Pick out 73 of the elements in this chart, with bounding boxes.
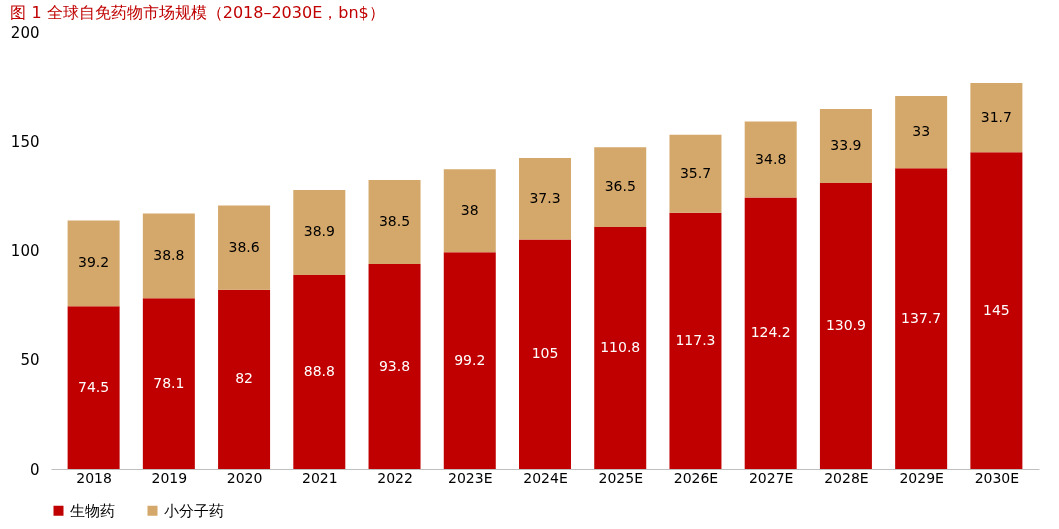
x-tick-label: 2019	[151, 469, 188, 486]
bar	[293, 189, 346, 275]
bar	[443, 169, 496, 253]
data-label: 37.3	[529, 189, 561, 206]
bar	[368, 264, 421, 469]
data-label: 145	[983, 301, 1010, 318]
bar	[970, 82, 1023, 153]
legend-label: 小分子药	[164, 501, 224, 520]
bar	[142, 213, 195, 299]
y-tick-label: 150	[10, 132, 40, 151]
y-tick-label: 50	[20, 351, 40, 370]
x-tick-label: 2028E	[824, 469, 869, 486]
bar	[519, 158, 571, 240]
x-tick-label: 2024E	[523, 469, 568, 486]
bar	[970, 152, 1023, 469]
bar	[744, 121, 797, 198]
y-tick-label: 0	[29, 460, 40, 479]
data-label: 137.7	[901, 309, 942, 326]
data-label: 31.7	[980, 108, 1012, 125]
bar	[218, 205, 271, 290]
data-label: 110.8	[600, 338, 641, 355]
bar	[895, 168, 948, 469]
data-label: 38.9	[303, 223, 335, 240]
data-label: 93.8	[378, 357, 411, 374]
data-label: 39.2	[78, 254, 110, 271]
bar	[67, 220, 120, 307]
data-label: 105	[531, 345, 559, 362]
data-label: 34.8	[755, 150, 787, 167]
legend-label: 生物药	[70, 501, 115, 520]
bar	[368, 179, 421, 265]
x-tick-label: 2023E	[448, 469, 493, 486]
bar	[744, 197, 797, 469]
bar	[142, 298, 195, 469]
bar	[669, 212, 722, 469]
x-tick-label: 2021	[301, 469, 338, 486]
bar	[293, 274, 346, 469]
data-label: 38.6	[228, 238, 260, 255]
x-tick-label: 2025E	[598, 469, 643, 486]
data-label: 38.5	[378, 212, 411, 229]
data-label: 35.7	[679, 164, 712, 181]
data-label: 117.3	[675, 331, 716, 348]
y-tick-label: 200	[10, 23, 40, 42]
bar	[819, 182, 872, 469]
data-label: 33.9	[830, 136, 862, 153]
data-label: 124.2	[750, 324, 791, 341]
bar	[218, 289, 271, 469]
bar	[594, 226, 647, 469]
chart-title: 图 1 全球自免药物市场规模（2018–2030E，bn$）	[10, 3, 385, 22]
bar	[67, 306, 120, 469]
bar	[594, 147, 647, 227]
data-label: 74.5	[78, 378, 110, 395]
x-tick-label: 2020	[226, 469, 263, 486]
data-label: 78.1	[153, 374, 185, 391]
data-label: 33	[912, 123, 931, 140]
data-label: 82	[235, 370, 253, 387]
x-tick-label: 2022	[377, 469, 413, 486]
x-tick-label: 2029E	[899, 469, 944, 486]
data-label: 88.8	[303, 362, 335, 379]
bar	[443, 252, 496, 469]
data-label: 36.5	[604, 178, 636, 195]
x-tick-label: 2027E	[748, 469, 794, 486]
data-label: 38	[460, 201, 479, 218]
data-label: 99.2	[454, 351, 486, 368]
x-tick-label: 2030E	[974, 469, 1020, 486]
y-tick-label: 100	[10, 242, 40, 260]
bar	[669, 134, 722, 213]
bar	[519, 239, 571, 469]
data-label: 38.8	[153, 246, 185, 263]
x-tick-label: 2026E	[673, 469, 719, 486]
data-label: 130.9	[825, 316, 866, 333]
x-tick-label: 2018	[76, 469, 112, 486]
bar	[895, 96, 948, 169]
bar	[819, 108, 872, 183]
